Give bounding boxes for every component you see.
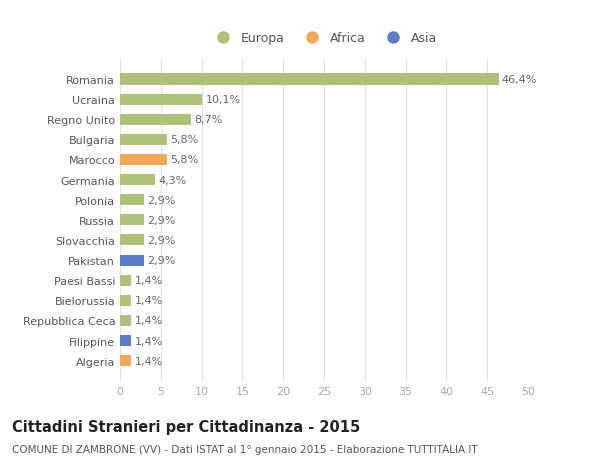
Legend: Europa, Africa, Asia: Europa, Africa, Asia [206,28,442,50]
Bar [120,255,143,266]
Bar [120,174,155,186]
Text: 46,4%: 46,4% [502,75,537,85]
Text: 1,4%: 1,4% [134,336,163,346]
Text: 2,9%: 2,9% [147,215,175,225]
Bar [120,95,202,106]
Text: 5,8%: 5,8% [170,135,199,145]
Bar [120,195,143,206]
Bar [120,155,167,166]
Bar [120,295,131,306]
Text: 1,4%: 1,4% [134,296,163,306]
Bar [120,74,499,85]
Bar [120,355,131,366]
Text: 1,4%: 1,4% [134,316,163,326]
Text: Cittadini Stranieri per Cittadinanza - 2015: Cittadini Stranieri per Cittadinanza - 2… [12,419,360,434]
Text: 2,9%: 2,9% [147,235,175,246]
Bar [120,235,143,246]
Bar [120,114,191,125]
Text: 2,9%: 2,9% [147,256,175,265]
Text: 5,8%: 5,8% [170,155,199,165]
Text: 1,4%: 1,4% [134,356,163,366]
Bar [120,215,143,226]
Bar [120,335,131,346]
Text: 1,4%: 1,4% [134,275,163,285]
Text: 8,7%: 8,7% [194,115,223,125]
Text: 2,9%: 2,9% [147,195,175,205]
Bar [120,134,167,146]
Text: COMUNE DI ZAMBRONE (VV) - Dati ISTAT al 1° gennaio 2015 - Elaborazione TUTTITALI: COMUNE DI ZAMBRONE (VV) - Dati ISTAT al … [12,444,478,454]
Text: 10,1%: 10,1% [206,95,241,105]
Bar [120,315,131,326]
Bar [120,275,131,286]
Text: 4,3%: 4,3% [158,175,187,185]
